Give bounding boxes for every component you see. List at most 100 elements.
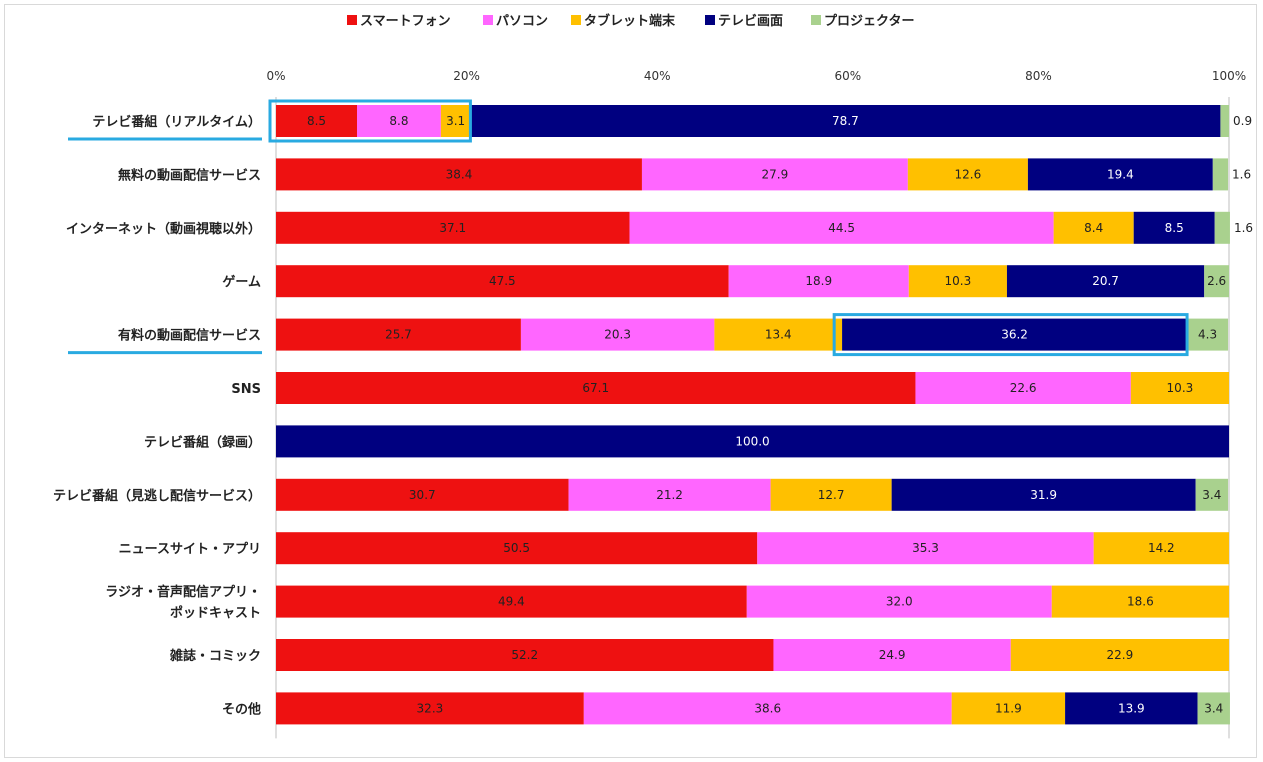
category-label: ラジオ・音声配信アプリ・ポッドキャスト [105, 584, 261, 621]
category-label: ニュースサイト・アプリ [119, 542, 261, 557]
legend-label-1: パソコン [496, 14, 548, 29]
bar-value-label: 21.2 [656, 488, 683, 502]
bar-segment [1051, 585, 1229, 618]
bar-value-label: 8.4 [1084, 221, 1103, 235]
category-label-line: テレビ番組（録画） [144, 434, 261, 450]
bar-segment [1197, 692, 1230, 725]
bar-value-label: 49.4 [498, 595, 525, 609]
bar-value-label: 3.4 [1202, 488, 1221, 502]
legend-swatch-4 [811, 15, 821, 25]
bar-segment [520, 318, 715, 351]
bar-value-label: 100.0 [735, 434, 769, 448]
bar-value-label: 3.1 [446, 114, 465, 128]
bar-segment [757, 532, 1094, 565]
bar-segment [276, 639, 774, 671]
bar-value-label: 18.9 [805, 274, 832, 288]
bar-segment [276, 318, 521, 351]
legend-label-3: テレビ画面 [718, 13, 783, 29]
category-label: 有料の動画配信サービス [68, 328, 262, 355]
bar-segment [1093, 532, 1229, 565]
legend-label-2: タブレット端末 [584, 13, 676, 29]
bar-value-label: 19.4 [1107, 167, 1134, 181]
bar-segment [1212, 158, 1229, 191]
bar-segment [276, 692, 584, 725]
bar-segment [276, 105, 358, 137]
bar-value-label: 13.4 [765, 328, 792, 342]
bar-value-label: 11.9 [995, 701, 1022, 715]
bar-value-label: 50.5 [503, 541, 530, 555]
x-tick-label: 60% [834, 69, 861, 83]
bar-value-label: 38.6 [754, 701, 781, 715]
bar-value-label: 22.9 [1107, 648, 1134, 662]
bar-value-label: 44.5 [828, 221, 855, 235]
bar-value-label: 2.6 [1207, 274, 1226, 288]
bar-segment [1130, 372, 1229, 404]
bar-segment [276, 532, 758, 565]
bar-value-label: 32.0 [886, 595, 913, 609]
bar-segment [728, 265, 909, 298]
bar-value-label: 10.3 [945, 274, 972, 288]
bar-segment [1220, 105, 1229, 137]
bar-segment [629, 211, 1054, 244]
bar-value-label: 32.3 [417, 701, 444, 715]
bar-segment [276, 158, 642, 191]
category-label: ゲーム [222, 274, 261, 290]
bar-segment [746, 585, 1052, 618]
category-label-line: インターネット（動画視聴以外） [66, 221, 261, 237]
bar-segment [276, 211, 630, 244]
category-label: テレビ番組（リアルタイム） [68, 114, 262, 141]
bar-value-label: 67.1 [582, 381, 609, 395]
bar-value-label: 8.5 [1165, 221, 1184, 235]
category-label-line: SNS [231, 382, 261, 397]
highlight-box [832, 313, 1189, 357]
category-label-line: その他 [222, 701, 261, 717]
category-label-line: テレビ番組（リアルタイム） [92, 114, 261, 130]
bar-value-label: 24.9 [879, 648, 906, 662]
bar-segment [1187, 318, 1229, 351]
category-label-line: ポッドキャスト [170, 605, 261, 621]
legend-label-0: スマートフォン [360, 14, 451, 29]
bar-value-label: 31.9 [1030, 488, 1057, 502]
bar-value-label: 0.9 [1233, 114, 1252, 128]
category-label-line: 無料の動画配信サービス [118, 167, 261, 183]
category-label-line: 有料の動画配信サービス [118, 328, 261, 344]
x-tick-label: 80% [1025, 69, 1052, 83]
x-tick-label: 100% [1212, 69, 1246, 83]
bar-segment [908, 265, 1007, 298]
bar-segment [1204, 265, 1229, 298]
x-tick-label: 0% [266, 69, 285, 83]
bar-segment [1065, 692, 1198, 725]
bar-value-label: 38.4 [446, 167, 473, 181]
category-label: テレビ番組（録画） [144, 434, 261, 450]
category-label: 雑誌・コミック [169, 648, 261, 664]
bar-segment [842, 318, 1188, 351]
bar-value-label: 1.6 [1232, 167, 1251, 181]
bar-segment [1027, 158, 1213, 191]
bar-value-label: 78.7 [832, 114, 859, 128]
bar-value-label: 4.3 [1198, 328, 1217, 342]
bar-segment [1214, 211, 1230, 244]
bar-value-label: 20.3 [604, 328, 631, 342]
bar-segment [470, 105, 1221, 137]
bar-value-label: 3.4 [1204, 701, 1223, 715]
x-tick-label: 20% [453, 69, 480, 83]
legend-label-4: プロジェクター [824, 14, 914, 29]
bar-value-label: 13.9 [1118, 701, 1145, 715]
bar-value-label: 22.6 [1010, 381, 1037, 395]
category-label: 無料の動画配信サービス [118, 167, 261, 183]
category-label-line: 雑誌・コミック [169, 648, 261, 664]
bar-value-label: 52.2 [511, 648, 538, 662]
bar-value-label: 35.3 [912, 541, 939, 555]
bar-value-label: 14.2 [1148, 541, 1175, 555]
bar-value-label: 1.6 [1234, 221, 1253, 235]
bar-segment [568, 478, 771, 511]
bar-segment [770, 478, 892, 511]
legend-swatch-0 [347, 15, 357, 25]
bar-value-label: 30.7 [409, 488, 436, 502]
bar-segment [641, 158, 908, 191]
bar-segment [276, 372, 916, 404]
legend: スマートフォン パソコン タブレット端末 テレビ画面 プロジェクター [347, 13, 914, 29]
category-label: その他 [222, 701, 261, 717]
category-label: インターネット（動画視聴以外） [66, 221, 261, 237]
